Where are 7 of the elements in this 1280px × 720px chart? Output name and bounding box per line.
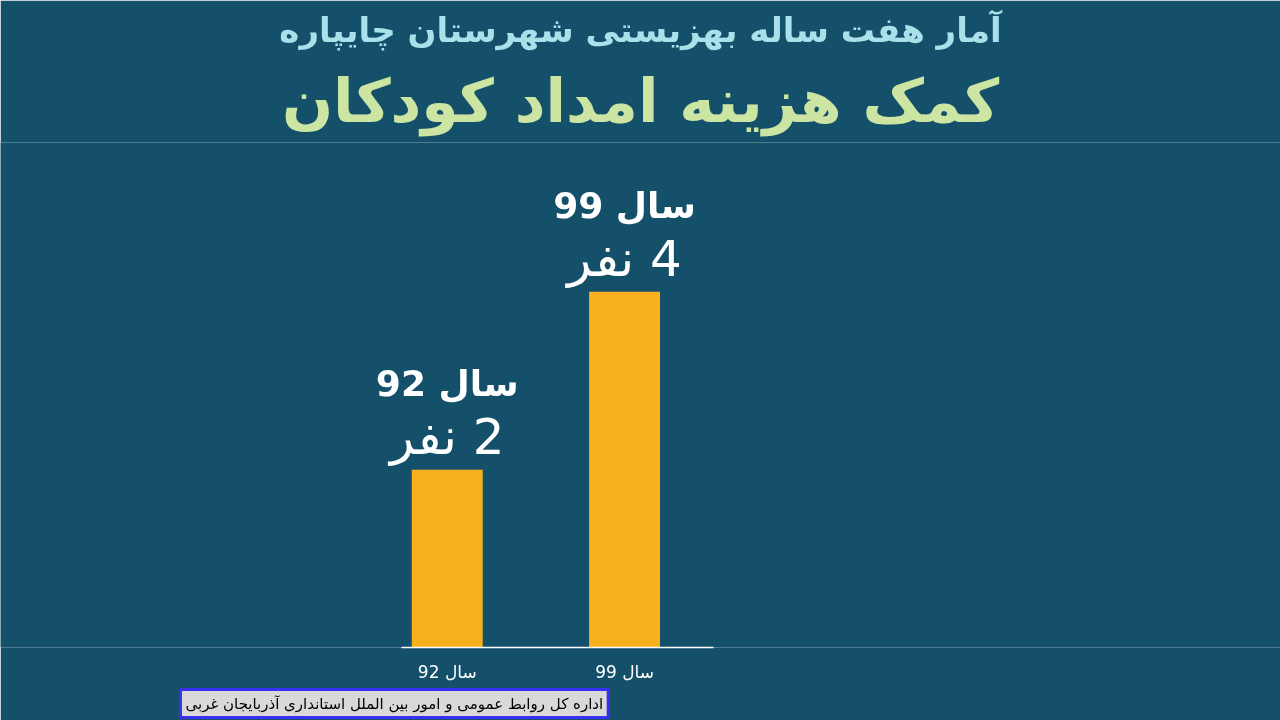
text: اداره کل روابط عمومی و امور بین الملل استانداری آذربایجان غربی bbox=[185, 694, 604, 713]
annotation: سال 99 bbox=[553, 184, 696, 226]
annotation: سال 92 bbox=[375, 362, 519, 404]
data-label: 2 نفر bbox=[387, 407, 505, 466]
data-label: 4 نفر bbox=[564, 229, 682, 288]
chart-subtitle: کمک هزینه امداد کودکان bbox=[281, 65, 1000, 137]
chart-title: آمار هفت ساله بهزیستی شهرستان چایپاره bbox=[279, 8, 1003, 51]
